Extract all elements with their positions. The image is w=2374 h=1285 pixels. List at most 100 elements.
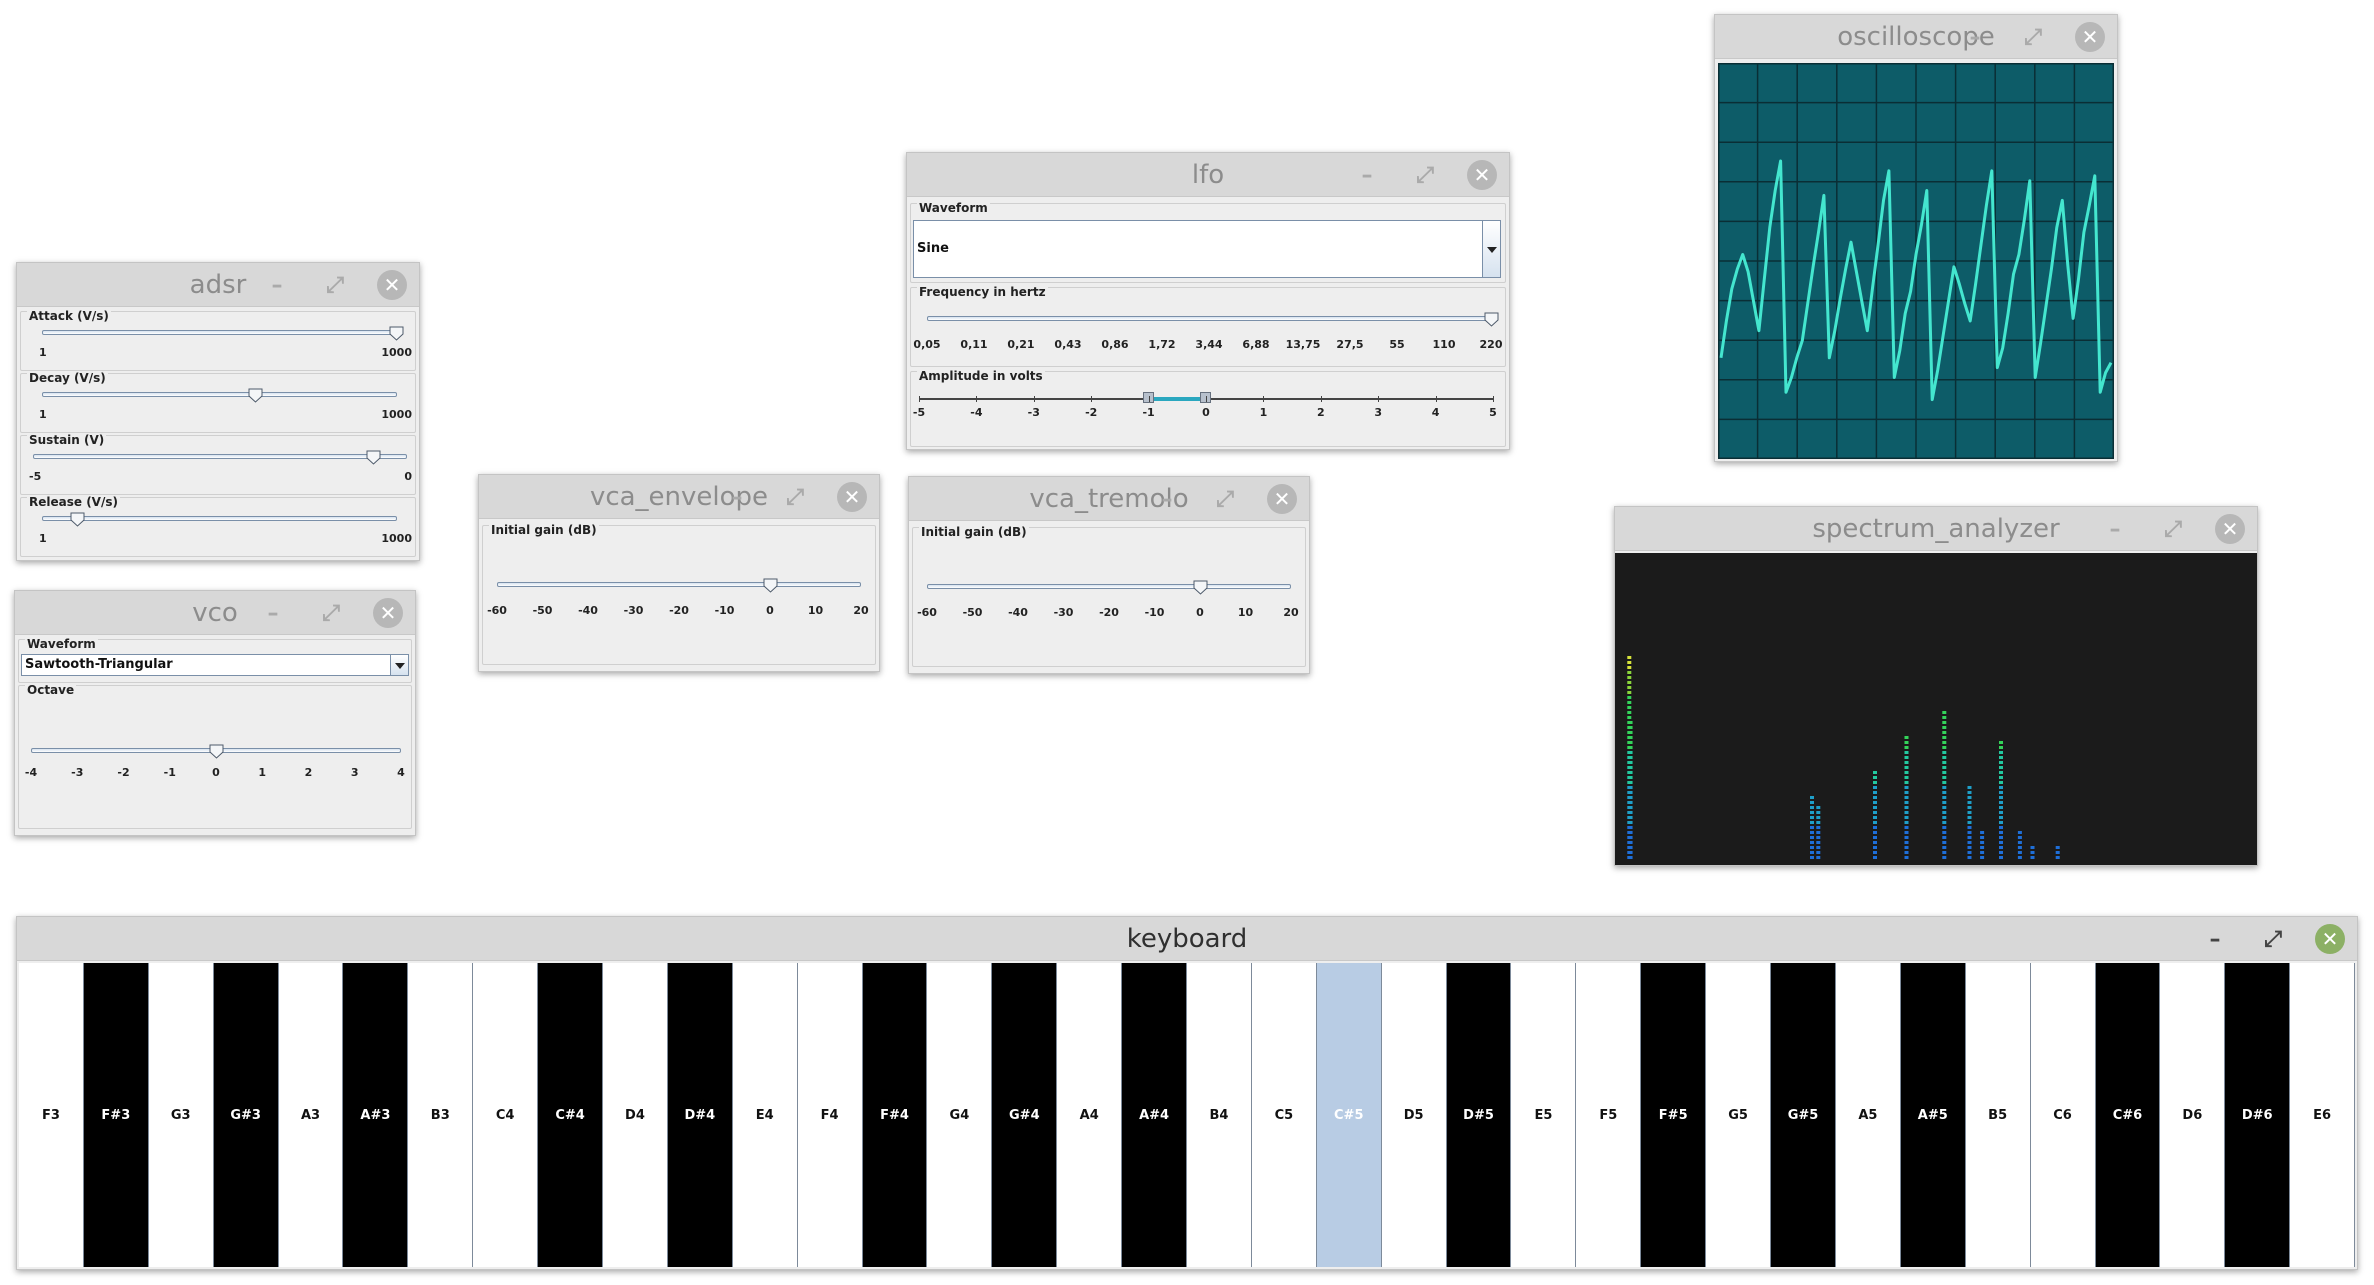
lfo-frequency-thumb[interactable] [1484,312,1499,327]
close-icon[interactable]: ✕ [2075,22,2105,52]
maximize-icon[interactable]: ⤢ [2264,926,2282,952]
piano-key[interactable]: F3 [19,963,84,1267]
minimize-icon[interactable]: – [731,484,743,510]
piano-key[interactable]: D#4 [667,963,733,1267]
oscilloscope-title: oscilloscope [1837,22,1995,52]
lfo-waveform-select[interactable]: Sine [913,220,1501,278]
minimize-icon[interactable]: – [1361,162,1373,188]
tick-label: 110 [1432,338,1456,351]
vca-tremolo-gain-thumb[interactable] [1193,580,1208,595]
maximize-icon[interactable]: ⤢ [786,484,804,510]
piano-key[interactable]: A3 [278,963,344,1267]
minimize-icon[interactable]: – [1161,486,1173,512]
piano-key[interactable]: F#5 [1641,963,1707,1267]
release-label: Release (V/s) [27,495,120,509]
piano-key[interactable]: E6 [2290,963,2356,1267]
chevron-down-icon[interactable] [390,655,408,675]
close-icon[interactable]: ✕ [2215,514,2245,544]
piano-key[interactable]: G5 [1706,963,1772,1267]
piano-key[interactable]: F#4 [862,963,928,1267]
sustain-slider-track[interactable] [33,454,407,459]
maximize-icon[interactable]: ⤢ [322,600,340,626]
piano-key[interactable]: F4 [797,963,863,1267]
piano-key[interactable]: C#4 [538,963,604,1267]
tick-label: 0 [1202,406,1210,419]
octave-slider-thumb[interactable] [209,744,224,759]
piano-key[interactable]: B4 [1187,963,1252,1267]
vco-waveform-select[interactable]: Sawtooth-Triangular [21,654,409,676]
vco-title: vco [192,598,238,628]
tick-mark [1148,396,1150,402]
piano-key[interactable]: D5 [1381,963,1447,1267]
vca-tremolo-gain-ticks: -60 -50 -40 -30 -20 -10 0 10 20 [913,606,1305,622]
vco-titlebar[interactable]: vco – ⤢ ✕ [15,591,415,635]
lfo-amplitude-high-thumb[interactable] [1200,392,1211,403]
vca-envelope-gain-thumb[interactable] [763,578,778,593]
lfo-frequency-track[interactable] [927,316,1491,321]
piano-key[interactable]: G4 [927,963,993,1267]
minimize-icon[interactable]: – [2109,516,2121,542]
release-slider-thumb[interactable] [70,512,85,527]
piano-key[interactable]: G3 [148,963,214,1267]
minimize-icon[interactable]: – [2209,926,2221,952]
close-icon[interactable]: ✕ [837,482,867,512]
minimize-icon[interactable]: – [267,600,279,626]
chevron-down-icon[interactable] [1482,221,1500,277]
maximize-icon[interactable]: ⤢ [1416,162,1434,188]
maximize-icon[interactable]: ⤢ [2164,516,2182,542]
adsr-titlebar[interactable]: adsr – ⤢ ✕ [17,263,419,307]
close-icon[interactable]: ✕ [1267,484,1297,514]
decay-slider-thumb[interactable] [248,388,263,403]
piano-key[interactable]: D6 [2160,963,2226,1267]
close-icon[interactable]: ✕ [373,598,403,628]
piano-key[interactable]: A5 [1835,963,1901,1267]
close-icon[interactable]: ✕ [377,270,407,300]
piano-key[interactable]: C6 [2030,963,2096,1267]
piano-key[interactable]: A#4 [1122,963,1188,1267]
spectrum-bar [1628,721,1633,859]
minimize-icon[interactable]: – [1969,24,1981,50]
lfo-amplitude-low-thumb[interactable] [1142,392,1154,403]
attack-slider-thumb[interactable] [389,326,404,341]
attack-slider-track[interactable] [42,330,397,335]
vca-envelope-gain-track[interactable] [497,582,861,587]
keyboard-titlebar[interactable]: keyboard – ⤢ ✕ [17,917,2357,961]
piano-key[interactable]: F#3 [83,963,149,1267]
piano-key[interactable]: G#5 [1771,963,1836,1267]
decay-slider-track[interactable] [42,392,397,397]
piano-key[interactable]: G#4 [992,963,1058,1267]
maximize-icon[interactable]: ⤢ [2024,24,2042,50]
release-slider-track[interactable] [42,516,397,521]
piano-key[interactable]: A4 [1057,963,1123,1267]
close-icon[interactable]: ✕ [1467,160,1497,190]
oscilloscope-titlebar[interactable]: oscilloscope – ⤢ ✕ [1715,15,2117,59]
piano-key[interactable]: E4 [732,963,798,1267]
vca-envelope-titlebar[interactable]: vca_envelope – ⤢ ✕ [479,475,879,519]
spectrum-analyzer-titlebar[interactable]: spectrum_analyzer – ⤢ ✕ [1615,507,2257,551]
lfo-titlebar[interactable]: lfo – ⤢ ✕ [907,153,1509,197]
piano-key[interactable]: A#3 [343,963,409,1267]
vca-tremolo-titlebar[interactable]: vca_tremolo – ⤢ ✕ [909,477,1309,521]
piano-key[interactable]: D4 [603,963,668,1267]
vco-window: vco – ⤢ ✕ Waveform Sawtooth-Triangular O… [14,590,416,836]
piano-key[interactable]: D#6 [2225,963,2291,1267]
piano-key[interactable]: E5 [1511,963,1577,1267]
piano-key[interactable]: C5 [1251,963,1317,1267]
piano-key[interactable]: A#5 [1900,963,1966,1267]
maximize-icon[interactable]: ⤢ [1216,486,1234,512]
maximize-icon[interactable]: ⤢ [326,272,344,298]
vca-tremolo-gain-track[interactable] [927,584,1291,589]
lfo-amplitude-range[interactable] [1148,397,1206,401]
piano-key[interactable]: G#3 [213,963,279,1267]
tick-label: 55 [1389,338,1405,351]
piano-key[interactable]: C#6 [2095,963,2161,1267]
minimize-icon[interactable]: – [271,272,283,298]
piano-key[interactable]: C4 [473,963,539,1267]
sustain-slider-thumb[interactable] [366,450,381,465]
close-icon[interactable]: ✕ [2315,924,2345,954]
piano-key[interactable]: B3 [408,963,474,1267]
piano-key[interactable]: F5 [1576,963,1642,1267]
piano-key[interactable]: D#5 [1446,963,1512,1267]
piano-key[interactable]: C#5 [1316,963,1382,1267]
piano-key[interactable]: B5 [1965,963,2031,1267]
